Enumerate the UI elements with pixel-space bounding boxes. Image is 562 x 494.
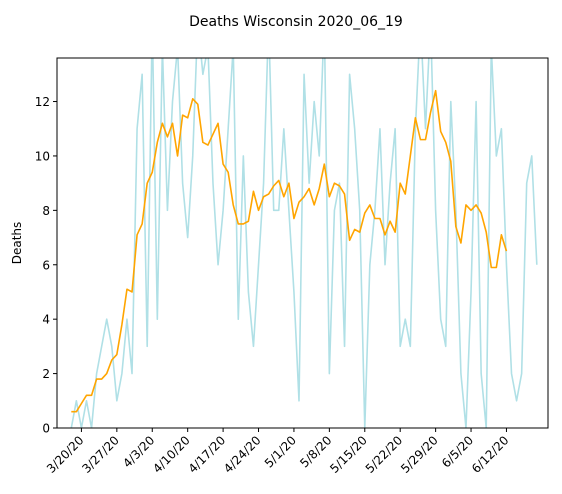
- x-axis: 3/20/203/27/204/3/204/10/204/17/204/24/2…: [44, 428, 512, 476]
- x-tick-label: 5/15/20: [327, 433, 370, 476]
- plot-frame: [56, 57, 549, 429]
- series-line-daily: [70, 58, 538, 428]
- y-tick-label: 10: [35, 149, 50, 163]
- y-axis: 0 2 4 6 8 10 12: [35, 95, 57, 436]
- y-tick-label: 4: [42, 313, 50, 327]
- x-tick-label: 4/24/20: [221, 433, 264, 476]
- chart-title: Deaths Wisconsin 2020_06_19: [189, 14, 403, 30]
- x-tick-label: 4/17/20: [186, 433, 229, 476]
- x-tick-label: 5/1/20: [262, 433, 299, 470]
- x-tick-label: 5/22/20: [363, 433, 406, 476]
- y-tick-label: 2: [42, 367, 50, 381]
- x-tick-label: 5/29/20: [398, 433, 441, 476]
- y-tick-label: 0: [42, 422, 50, 436]
- y-tick-label: 12: [35, 95, 50, 109]
- y-tick-label: 6: [42, 258, 50, 272]
- plot-area: 0 2 4 6 8 10 12 3/20/203/27/204/3/204/10/204/1…: [35, 57, 549, 476]
- x-tick-label: 6/12/20: [469, 433, 512, 476]
- x-tick-label: 3/20/20: [44, 433, 87, 476]
- y-axis-label: Deaths: [10, 222, 24, 265]
- y-tick-label: 8: [42, 204, 50, 218]
- series-line-average: [71, 89, 508, 413]
- x-tick-label: 3/27/20: [79, 433, 122, 476]
- x-tick-label: 4/10/20: [150, 433, 193, 476]
